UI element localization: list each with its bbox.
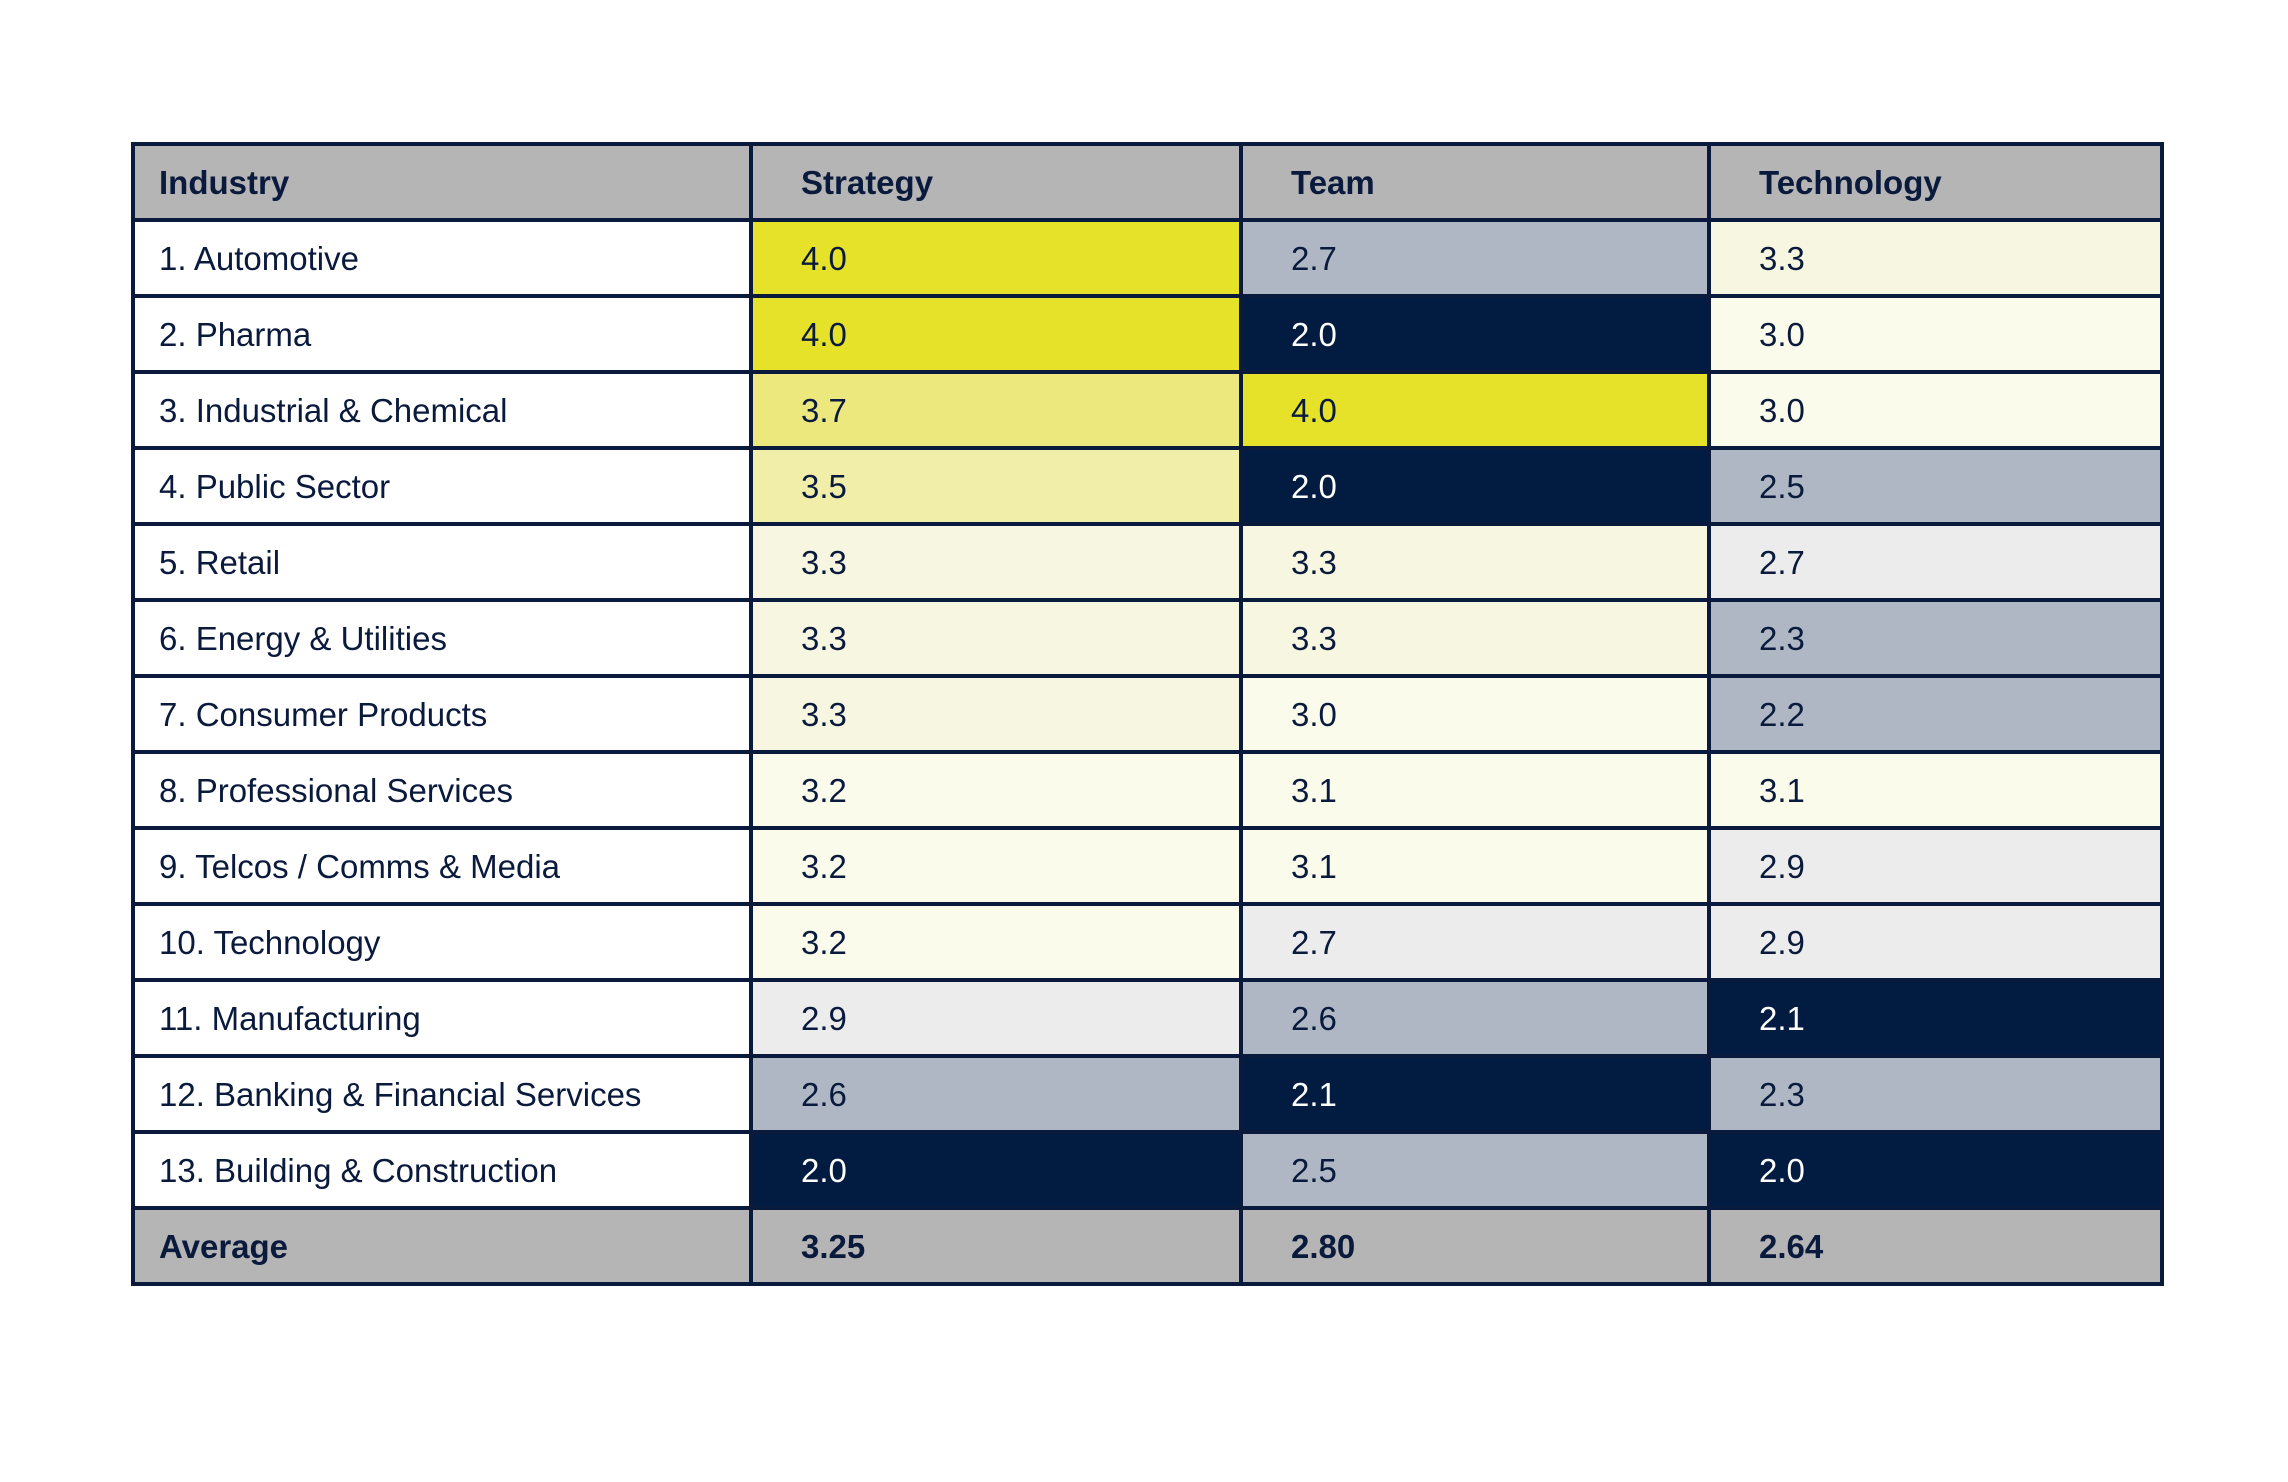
table-row: 1. Automotive 4.0 2.7 3.3: [131, 218, 2164, 298]
table-row: 9. Telcos / Comms & Media 3.2 3.1 2.9: [131, 826, 2164, 906]
cell-strategy: 3.2: [749, 750, 1243, 830]
cell-team: 3.1: [1239, 750, 1711, 830]
cell-technology: 2.1: [1707, 978, 2164, 1058]
table-row: 6. Energy & Utilities 3.3 3.3 2.3: [131, 598, 2164, 678]
cell-technology: 3.1: [1707, 750, 2164, 830]
table-row: 11. Manufacturing 2.9 2.6 2.1: [131, 978, 2164, 1058]
table-row: 8. Professional Services 3.2 3.1 3.1: [131, 750, 2164, 830]
cell-strategy: 3.2: [749, 826, 1243, 906]
average-row: Average 3.25 2.80 2.64: [131, 1206, 2164, 1286]
table-row: 10. Technology 3.2 2.7 2.9: [131, 902, 2164, 982]
header-industry: Industry: [131, 142, 753, 222]
cell-technology: 2.9: [1707, 826, 2164, 906]
row-label: 6. Energy & Utilities: [131, 598, 753, 678]
cell-technology: 2.5: [1707, 446, 2164, 526]
table-row: 7. Consumer Products 3.3 3.0 2.2: [131, 674, 2164, 754]
cell-team: 2.1: [1239, 1054, 1711, 1134]
row-label: 9. Telcos / Comms & Media: [131, 826, 753, 906]
row-label: 1. Automotive: [131, 218, 753, 298]
cell-strategy: 2.9: [749, 978, 1243, 1058]
cell-team: 2.5: [1239, 1130, 1711, 1210]
cell-team: 2.7: [1239, 902, 1711, 982]
header-row: Industry Strategy Team Technology: [131, 142, 2164, 222]
heatmap-table: Industry Strategy Team Technology 1. Aut…: [131, 142, 2164, 1286]
header-team: Team: [1239, 142, 1711, 222]
average-technology: 2.64: [1707, 1206, 2164, 1286]
cell-strategy: 2.6: [749, 1054, 1243, 1134]
cell-strategy: 3.3: [749, 674, 1243, 754]
row-label: 11. Manufacturing: [131, 978, 753, 1058]
cell-technology: 2.0: [1707, 1130, 2164, 1210]
cell-strategy: 2.0: [749, 1130, 1243, 1210]
cell-team: 2.6: [1239, 978, 1711, 1058]
row-label: 12. Banking & Financial Services: [131, 1054, 753, 1134]
row-label: 5. Retail: [131, 522, 753, 602]
cell-strategy: 3.7: [749, 370, 1243, 450]
table-row: 13. Building & Construction 2.0 2.5 2.0: [131, 1130, 2164, 1210]
table-row: 12. Banking & Financial Services 2.6 2.1 2.…: [131, 1054, 2164, 1134]
cell-strategy: 4.0: [749, 218, 1243, 298]
row-label: 8. Professional Services: [131, 750, 753, 830]
cell-technology: 3.0: [1707, 370, 2164, 450]
row-label: 2. Pharma: [131, 294, 753, 374]
cell-team: 4.0: [1239, 370, 1711, 450]
cell-team: 2.7: [1239, 218, 1711, 298]
cell-strategy: 4.0: [749, 294, 1243, 374]
row-label: 7. Consumer Products: [131, 674, 753, 754]
cell-strategy: 3.5: [749, 446, 1243, 526]
table-header: Industry Strategy Team Technology: [131, 142, 2164, 222]
cell-team: 2.0: [1239, 294, 1711, 374]
cell-strategy: 3.3: [749, 522, 1243, 602]
cell-technology: 2.3: [1707, 598, 2164, 678]
row-label: 3. Industrial & Chemical: [131, 370, 753, 450]
average-label: Average: [131, 1206, 753, 1286]
cell-technology: 2.9: [1707, 902, 2164, 982]
table-row: 3. Industrial & Chemical 3.7 4.0 3.0: [131, 370, 2164, 450]
cell-strategy: 3.3: [749, 598, 1243, 678]
header-strategy: Strategy: [749, 142, 1243, 222]
cell-technology: 2.3: [1707, 1054, 2164, 1134]
cell-team: 3.0: [1239, 674, 1711, 754]
cell-technology: 3.0: [1707, 294, 2164, 374]
header-technology: Technology: [1707, 142, 2164, 222]
average-team: 2.80: [1239, 1206, 1711, 1286]
cell-technology: 2.2: [1707, 674, 2164, 754]
cell-team: 3.3: [1239, 522, 1711, 602]
table-row: 2. Pharma 4.0 2.0 3.0: [131, 294, 2164, 374]
row-label: 4. Public Sector: [131, 446, 753, 526]
average-strategy: 3.25: [749, 1206, 1243, 1286]
cell-team: 2.0: [1239, 446, 1711, 526]
table-footer: Average 3.25 2.80 2.64: [131, 1206, 2164, 1286]
cell-team: 3.1: [1239, 826, 1711, 906]
row-label: 10. Technology: [131, 902, 753, 982]
table-body: 1. Automotive 4.0 2.7 3.3 2. Pharma 4.0 2.0 3.0…: [131, 218, 2164, 1210]
table-row: 5. Retail 3.3 3.3 2.7: [131, 522, 2164, 602]
cell-team: 3.3: [1239, 598, 1711, 678]
row-label: 13. Building & Construction: [131, 1130, 753, 1210]
cell-technology: 3.3: [1707, 218, 2164, 298]
table-row: 4. Public Sector 3.5 2.0 2.5: [131, 446, 2164, 526]
cell-strategy: 3.2: [749, 902, 1243, 982]
cell-technology: 2.7: [1707, 522, 2164, 602]
